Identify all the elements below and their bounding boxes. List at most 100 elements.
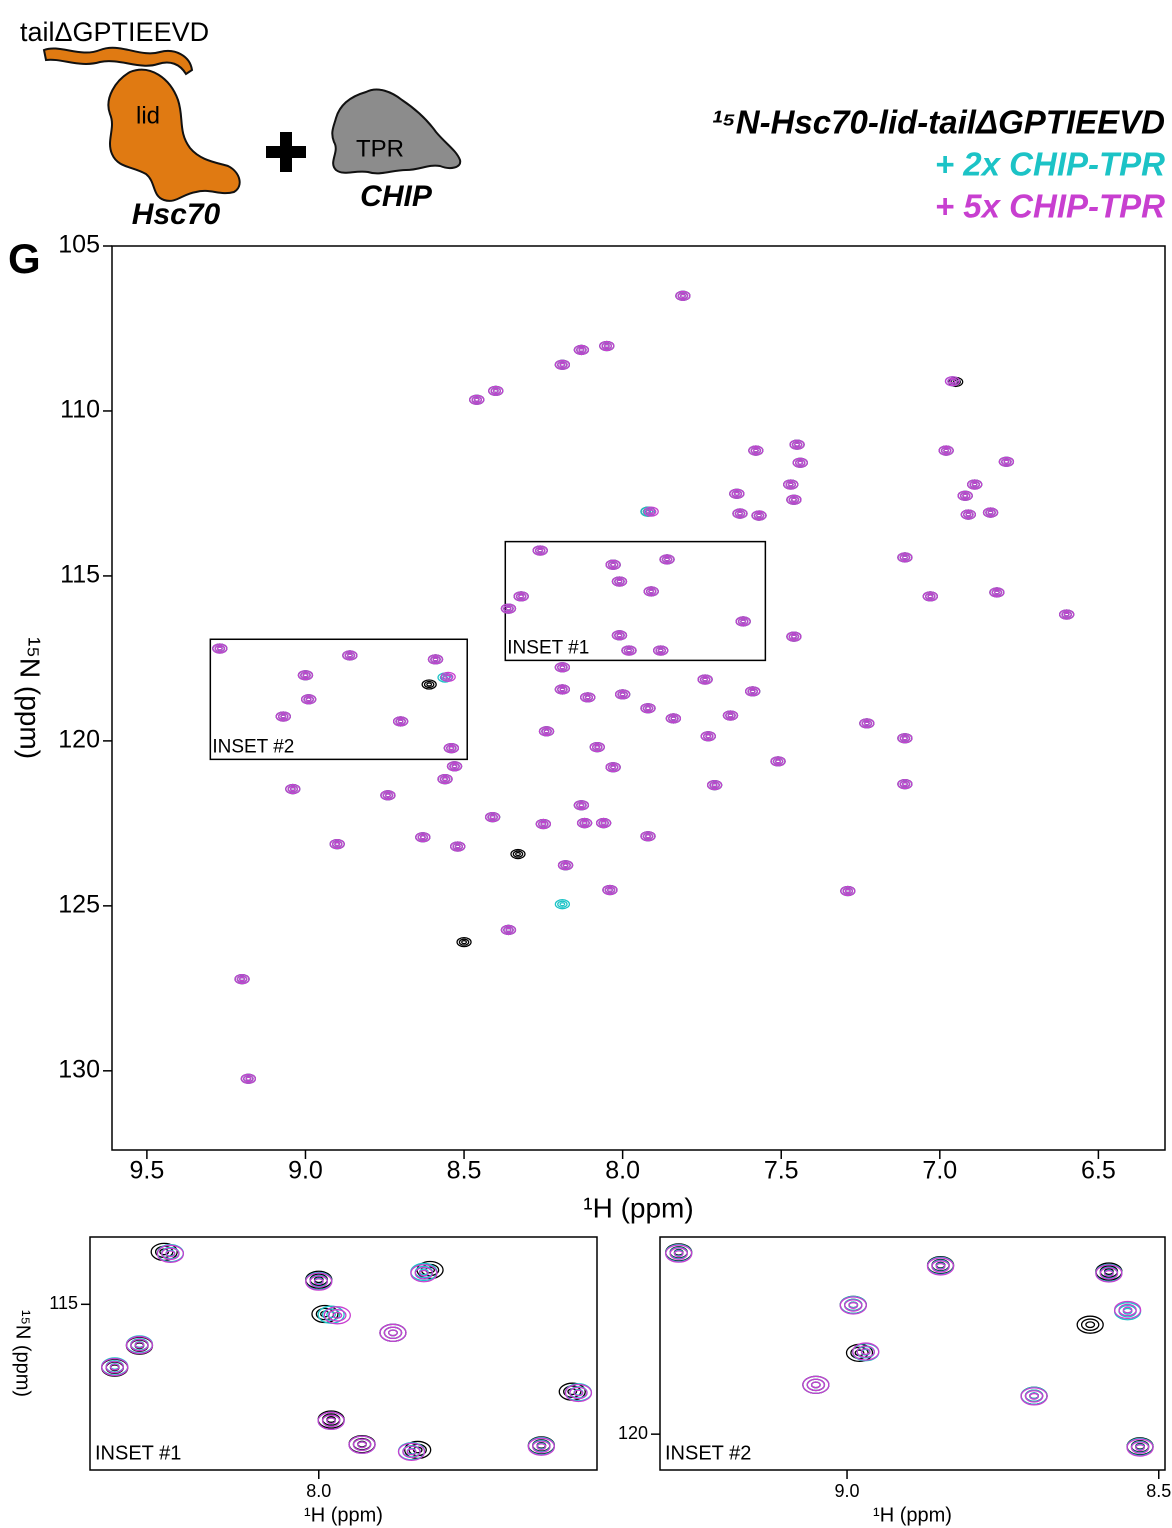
hsc70-shape <box>107 68 241 202</box>
contour-ring <box>732 508 748 519</box>
contour-ring <box>329 839 345 850</box>
peak <box>1095 1264 1123 1283</box>
peak <box>665 1244 693 1263</box>
peak <box>535 818 551 830</box>
legend-entry: ¹⁵N-Hsc70-lid-tailΔGPTIEEVD <box>711 104 1165 141</box>
contour-ring <box>559 687 566 692</box>
peak <box>700 731 716 742</box>
x-tick-label: 9.0 <box>835 1481 860 1501</box>
contour-ring <box>856 1345 875 1358</box>
contour-ring <box>1126 1438 1154 1457</box>
contour-ring <box>515 592 527 601</box>
peak <box>580 692 596 703</box>
contour-ring <box>591 743 603 751</box>
contour-ring <box>500 603 517 614</box>
contour-ring <box>243 1075 254 1083</box>
peak <box>792 457 808 468</box>
peak <box>770 756 786 767</box>
peak <box>212 643 228 654</box>
contour-ring <box>505 927 512 933</box>
contour-ring <box>810 1381 821 1389</box>
contour-ring <box>860 1348 871 1356</box>
contour-ring <box>614 577 625 586</box>
contour-ring <box>750 446 762 455</box>
contour-ring <box>344 651 356 660</box>
peak <box>300 694 317 705</box>
contour-ring <box>931 1260 950 1273</box>
contour-ring <box>842 887 854 895</box>
contour-ring <box>645 834 651 839</box>
peak <box>960 509 977 520</box>
contour-ring <box>788 496 800 504</box>
contour-ring <box>645 587 657 596</box>
contour-ring <box>458 938 470 946</box>
contour-ring <box>702 677 709 682</box>
contour-ring <box>125 1335 154 1355</box>
peak <box>240 1073 257 1084</box>
contour-ring <box>1003 459 1010 464</box>
contour-ring <box>640 831 656 842</box>
contour-ring <box>451 764 458 769</box>
contour-ring <box>735 616 751 627</box>
contour-ring <box>643 506 659 517</box>
contour-ring <box>703 732 714 740</box>
contour-ring <box>540 821 547 827</box>
contour-ring <box>418 1269 429 1277</box>
peak <box>554 359 571 370</box>
peak <box>446 761 463 772</box>
peak <box>751 510 767 521</box>
contour-ring <box>959 492 971 500</box>
contour-ring <box>452 842 463 851</box>
peak <box>922 591 938 602</box>
peak <box>421 679 437 690</box>
cartoon-label: TPR <box>356 135 404 162</box>
contour-ring <box>770 756 786 767</box>
contour-ring <box>454 844 461 849</box>
contour-ring <box>1001 458 1012 466</box>
peak <box>380 790 396 801</box>
contour-ring <box>619 692 626 697</box>
contour-ring <box>573 800 590 811</box>
contour-ring <box>305 697 312 702</box>
contour-ring <box>899 734 911 742</box>
peak <box>926 1257 955 1276</box>
peak <box>329 839 345 850</box>
peak <box>729 488 745 499</box>
contour-ring <box>569 1386 588 1400</box>
peak <box>602 884 618 896</box>
peak <box>450 841 466 852</box>
peak <box>675 290 691 301</box>
contour-ring <box>406 1448 417 1456</box>
peak <box>640 831 656 842</box>
contour-ring <box>623 646 635 655</box>
peak <box>1113 1302 1142 1321</box>
contour-ring <box>328 1309 347 1322</box>
contour-ring <box>645 706 651 711</box>
contour-ring <box>317 1411 345 1430</box>
contour-ring <box>861 719 873 728</box>
contour-ring <box>130 1338 149 1352</box>
contour-ring <box>642 704 654 712</box>
peak <box>1076 1315 1104 1334</box>
plot-frame <box>659 1236 1166 1471</box>
contour-ring <box>899 780 911 788</box>
contour-ring <box>607 763 619 771</box>
contour-ring <box>313 1278 324 1286</box>
contour-ring <box>471 396 483 404</box>
plot-frame <box>89 1236 598 1471</box>
contour-ring <box>578 347 585 353</box>
contour-ring <box>579 819 590 827</box>
contour-ring <box>275 711 291 722</box>
peak <box>839 1296 867 1315</box>
peak <box>484 811 501 823</box>
peak <box>957 490 973 501</box>
contour-ring <box>675 290 691 301</box>
contour-ring <box>469 394 485 405</box>
peak <box>967 479 983 490</box>
contour-ring <box>515 851 521 857</box>
contour-ring <box>554 359 571 370</box>
contour-ring <box>505 606 512 611</box>
peak <box>323 1306 351 1325</box>
peak <box>989 587 1005 598</box>
contour-ring <box>380 790 396 801</box>
